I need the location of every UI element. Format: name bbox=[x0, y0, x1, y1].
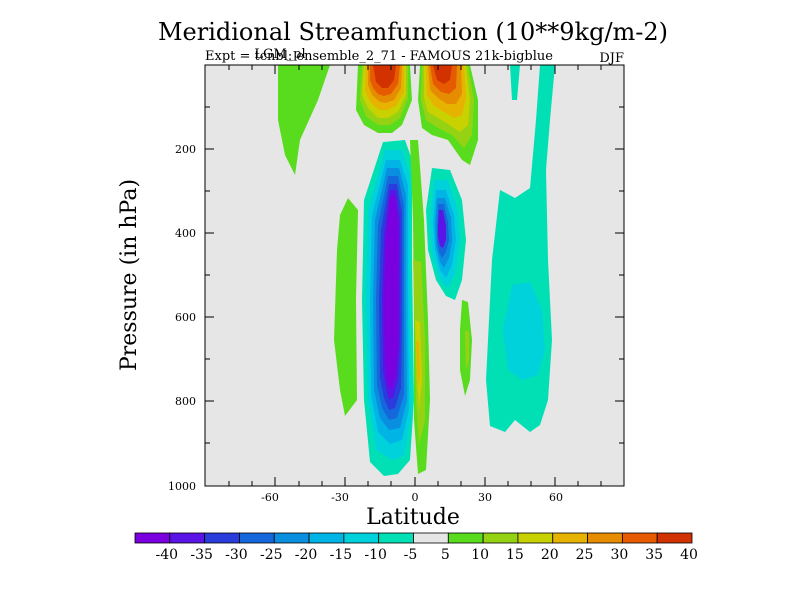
contour-level-35-upper-west bbox=[373, 65, 396, 88]
x-tick-label: -30 bbox=[331, 491, 349, 504]
contour-level-neg40-south bbox=[384, 196, 398, 388]
y-tick-label: 600 bbox=[175, 311, 196, 324]
x-tick-label: -60 bbox=[261, 491, 279, 504]
x-tick-label: 0 bbox=[412, 491, 419, 504]
colorbar-swatch bbox=[239, 532, 275, 544]
colorbar-swatch bbox=[169, 532, 206, 544]
colorbar-label: 10 bbox=[471, 547, 489, 563]
x-axis-ticks bbox=[228, 65, 602, 486]
colorbar-label: 35 bbox=[645, 547, 663, 563]
contour-band-nh-positive-blob-10 bbox=[465, 330, 469, 370]
colorbar-label: -35 bbox=[190, 547, 213, 563]
contour-band-ferrel-north-neg10 bbox=[503, 282, 545, 380]
y-axis-label: Pressure (in hPa) bbox=[117, 179, 142, 371]
colorbar-swatch bbox=[343, 532, 380, 544]
y-tick-label: 800 bbox=[175, 395, 196, 408]
contour-band-equatorial-positive-25 bbox=[416, 340, 420, 388]
colorbar-label: 40 bbox=[680, 547, 698, 563]
colorbar-swatch bbox=[587, 532, 623, 544]
colorbar-label: 25 bbox=[576, 547, 594, 563]
colorbar-label: -20 bbox=[295, 547, 318, 563]
colorbar-swatch bbox=[517, 532, 554, 544]
colorbar-label: 20 bbox=[541, 547, 559, 563]
colorbar-label: 15 bbox=[506, 547, 524, 563]
colorbar-swatch bbox=[378, 532, 414, 544]
colorbar-label: -30 bbox=[225, 547, 248, 563]
chart-subtitle-overlap: LGM_pl bbox=[254, 47, 305, 62]
contour-fields bbox=[278, 65, 555, 476]
colorbar-label: -15 bbox=[330, 547, 353, 563]
y-tick-label: 1000 bbox=[168, 480, 196, 493]
season-label: DJF bbox=[599, 51, 624, 66]
x-tick-label: 60 bbox=[549, 491, 563, 504]
colorbar-label: 5 bbox=[441, 547, 450, 563]
contour-band-far-right-neg5 bbox=[510, 65, 520, 100]
x-tick-labels: -60 -30 0 30 60 bbox=[261, 491, 563, 504]
colorbar-swatch bbox=[656, 532, 693, 544]
colorbar-label: -25 bbox=[260, 547, 283, 563]
colorbar-label: -5 bbox=[404, 547, 418, 563]
colorbar-swatch bbox=[413, 532, 449, 544]
contour-band-sh-subtropics-positive bbox=[278, 65, 330, 175]
colorbar-swatch bbox=[552, 532, 588, 544]
colorbar-swatch bbox=[621, 532, 658, 544]
colorbar: -40 -35 -30 -25 -20 -15 -10 -5 5 10 15 20 25 30 35 40 bbox=[134, 532, 698, 563]
y-tick-labels: 200 400 600 800 1000 bbox=[168, 143, 196, 493]
y-tick-label: 400 bbox=[175, 227, 196, 240]
colorbar-swatch bbox=[308, 532, 345, 544]
colorbar-label: 30 bbox=[610, 547, 628, 563]
y-tick-label: 200 bbox=[175, 143, 196, 156]
colorbar-label: -40 bbox=[156, 547, 179, 563]
colorbar-swatch bbox=[273, 532, 310, 544]
contour-band-ferrel-south bbox=[334, 198, 358, 416]
chart-title: Meridional Streamfunction (10**9kg/m-2) bbox=[158, 18, 668, 46]
contour-level-neg30-north bbox=[438, 210, 446, 248]
colorbar-swatch bbox=[482, 532, 519, 544]
colorbar-swatch bbox=[204, 532, 240, 544]
x-tick-label: 30 bbox=[478, 491, 492, 504]
colorbar-label: -10 bbox=[364, 547, 387, 563]
colorbar-swatch bbox=[447, 532, 484, 544]
y-axis-ticks bbox=[205, 106, 624, 444]
colorbar-swatch bbox=[134, 532, 171, 544]
chart-subtitle: Expt = tcnbl: ensemble_2_71 - FAMOUS 21k… bbox=[205, 49, 553, 64]
x-axis-label: Latitude bbox=[366, 505, 460, 530]
